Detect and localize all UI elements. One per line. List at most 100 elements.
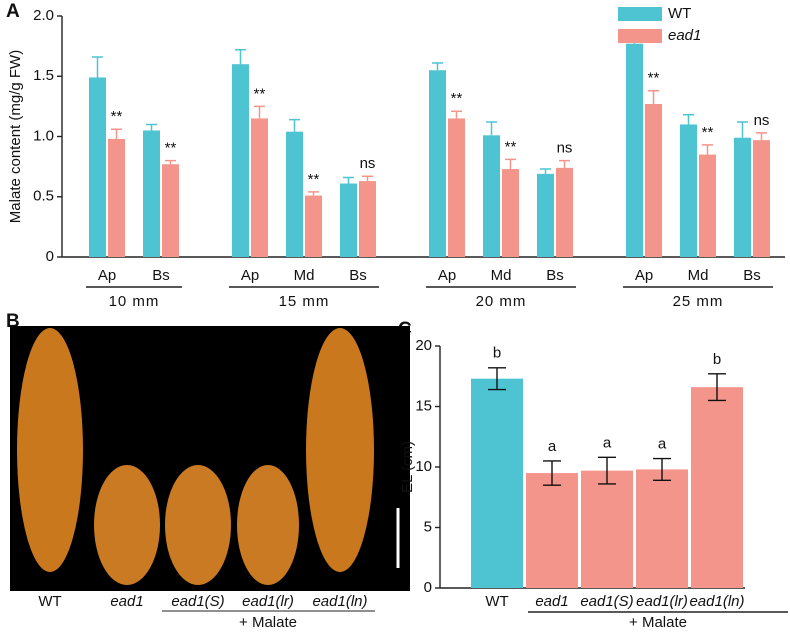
bar bbox=[483, 135, 500, 257]
significance: ** bbox=[254, 85, 266, 102]
panel-letter: A bbox=[6, 1, 20, 22]
bar bbox=[89, 77, 106, 257]
x-tick-label: Md bbox=[491, 267, 512, 284]
ear bbox=[237, 465, 299, 585]
error-bar bbox=[289, 118, 300, 132]
significance: ns bbox=[360, 155, 376, 172]
error-bar bbox=[559, 159, 570, 168]
x-tick-label: Ap bbox=[438, 267, 456, 284]
error-bar bbox=[708, 373, 726, 402]
error-bar bbox=[146, 123, 157, 131]
significance: ns bbox=[754, 112, 770, 129]
bar bbox=[680, 124, 697, 257]
error-bar bbox=[543, 460, 561, 486]
error-bar bbox=[165, 159, 176, 165]
error-bar bbox=[486, 121, 497, 136]
bar bbox=[699, 154, 716, 257]
bar bbox=[636, 469, 688, 588]
error-bar bbox=[308, 191, 319, 196]
y-tick-label: 1.0 bbox=[33, 127, 54, 144]
x-tick-label: Bs bbox=[152, 267, 170, 284]
error-bar bbox=[254, 105, 265, 119]
significance: ** bbox=[308, 171, 320, 188]
error-bar bbox=[505, 158, 516, 170]
bar bbox=[626, 43, 643, 258]
x-tick-label: Bs bbox=[349, 267, 367, 284]
x-tick-label: ead1(ln) bbox=[689, 593, 744, 610]
significance: ** bbox=[111, 108, 123, 125]
significance: a bbox=[658, 435, 667, 452]
x-tick-label: ead1(S) bbox=[580, 593, 633, 610]
bar bbox=[251, 118, 268, 257]
group-label: + Malate bbox=[629, 614, 687, 631]
bar bbox=[232, 64, 249, 257]
bar bbox=[448, 118, 465, 257]
error-bar bbox=[653, 457, 671, 482]
ear bbox=[306, 328, 374, 572]
y-tick-label: 10 bbox=[415, 458, 432, 475]
x-tick-label: Bs bbox=[546, 267, 564, 284]
x-tick-label: Md bbox=[688, 267, 709, 284]
photo bbox=[10, 326, 410, 612]
y-tick-label: 20 bbox=[415, 337, 432, 354]
group-label: 10 mm bbox=[109, 293, 160, 310]
error-bar bbox=[235, 48, 246, 65]
error-bar bbox=[598, 456, 616, 485]
y-tick-label: 0 bbox=[46, 248, 54, 265]
bar bbox=[502, 169, 519, 257]
error-bar bbox=[683, 114, 694, 125]
photo-label: ead1 bbox=[110, 593, 143, 610]
bar bbox=[734, 137, 751, 257]
x-tick-label: ead1(lr) bbox=[636, 593, 688, 610]
error-bar bbox=[362, 175, 373, 182]
bar bbox=[340, 183, 357, 257]
error-bar bbox=[702, 144, 713, 155]
significance: a bbox=[548, 438, 557, 455]
ear bbox=[94, 465, 160, 585]
significance: ** bbox=[165, 140, 177, 157]
y-tick-label: 1.5 bbox=[33, 67, 54, 84]
error-bar bbox=[432, 62, 443, 71]
error-bar bbox=[756, 132, 767, 141]
y-tick-label: 5 bbox=[424, 518, 432, 535]
bar bbox=[691, 387, 743, 588]
ear bbox=[17, 328, 83, 572]
photo-label: ead1(S) bbox=[171, 593, 224, 610]
legend-swatch bbox=[618, 7, 662, 21]
x-tick-label: ead1 bbox=[535, 593, 568, 610]
bar bbox=[429, 70, 446, 257]
x-tick-label: Ap bbox=[241, 267, 259, 284]
photo-label: ead1(lr) bbox=[242, 593, 294, 610]
bar bbox=[556, 167, 573, 257]
bar bbox=[108, 138, 125, 257]
error-bar bbox=[111, 128, 122, 139]
significance: ** bbox=[648, 70, 660, 87]
bar bbox=[286, 131, 303, 257]
photo-label: ead1(ln) bbox=[312, 593, 367, 610]
x-tick-label: WT bbox=[485, 593, 508, 610]
x-tick-label: Ap bbox=[98, 267, 116, 284]
significance: a bbox=[603, 434, 612, 451]
bar bbox=[537, 173, 554, 257]
bar bbox=[471, 378, 523, 588]
y-tick-label: 0.5 bbox=[33, 188, 54, 205]
bar bbox=[645, 103, 662, 257]
error-bar bbox=[648, 89, 659, 104]
y-axis-label: EL (cm) bbox=[399, 441, 416, 493]
significance: ** bbox=[451, 90, 463, 107]
significance: ** bbox=[702, 124, 714, 141]
error-bar bbox=[540, 168, 551, 174]
bar bbox=[526, 473, 578, 588]
group-label: 25 mm bbox=[673, 293, 724, 310]
x-tick-label: Ap bbox=[635, 267, 653, 284]
photo-label: WT bbox=[38, 593, 61, 610]
y-tick-label: 2.0 bbox=[33, 7, 54, 24]
group-label: 15 mm bbox=[279, 293, 330, 310]
bar bbox=[162, 164, 179, 257]
error-bar bbox=[451, 110, 462, 119]
error-bar bbox=[343, 176, 354, 184]
significance: b bbox=[493, 345, 501, 362]
bar bbox=[359, 181, 376, 257]
group-label: + Malate bbox=[239, 614, 297, 631]
